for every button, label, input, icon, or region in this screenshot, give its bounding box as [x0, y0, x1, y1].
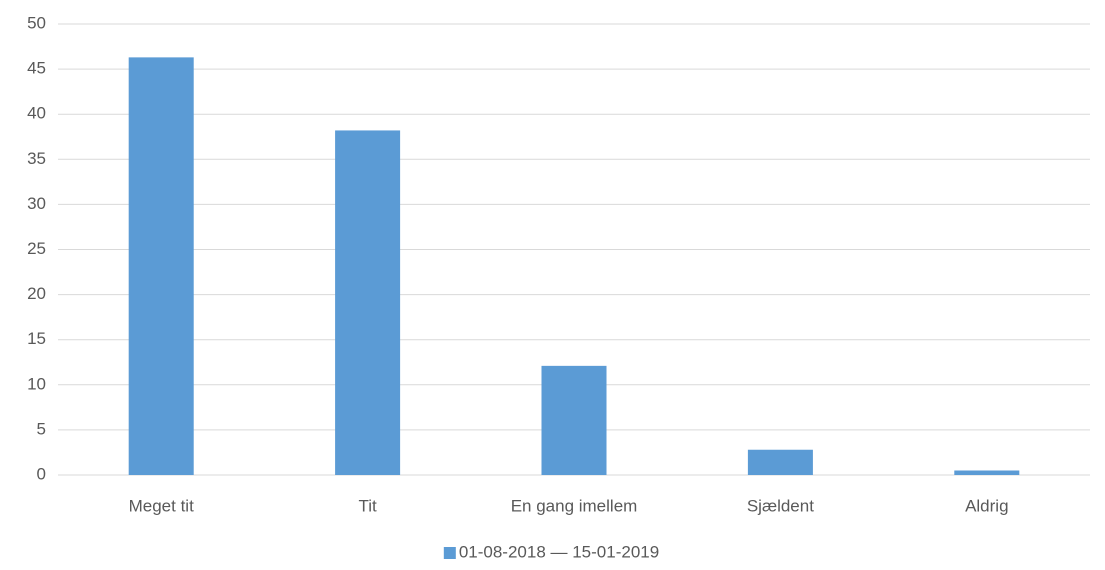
y-tick-label: 35 [27, 149, 46, 168]
bar [128, 57, 194, 476]
y-tick-label: 40 [27, 104, 46, 123]
x-tick-label: En gang imellem [511, 496, 638, 515]
y-tick-label: 45 [27, 59, 46, 78]
y-tick-label: 50 [27, 13, 46, 32]
y-tick-label: 20 [27, 284, 46, 303]
bar [747, 449, 813, 475]
legend-label: 01-08-2018 — 15-01-2019 [459, 542, 659, 561]
bar [335, 130, 401, 475]
y-tick-label: 10 [27, 374, 46, 393]
bar [541, 365, 607, 475]
legend-swatch [443, 547, 456, 559]
x-tick-label: Tit [358, 496, 377, 515]
y-tick-label: 0 [37, 464, 46, 483]
y-tick-label: 25 [27, 239, 46, 258]
x-tick-label: Aldrig [965, 496, 1008, 515]
x-tick-label: Meget tit [129, 496, 194, 515]
x-tick-label: Sjældent [747, 496, 814, 515]
y-tick-label: 15 [27, 329, 46, 348]
y-tick-label: 5 [37, 419, 46, 438]
y-tick-label: 30 [27, 194, 46, 213]
bar [954, 470, 1020, 475]
